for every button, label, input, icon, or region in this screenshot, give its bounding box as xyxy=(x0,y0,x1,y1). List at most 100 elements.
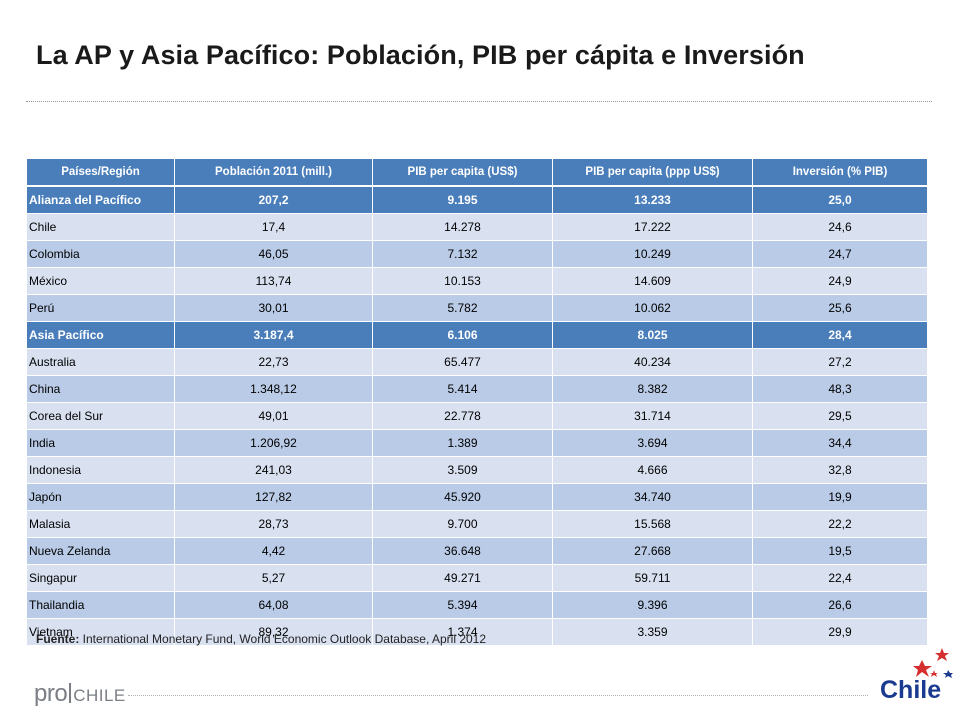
cell-population: 5,27 xyxy=(174,564,373,592)
cell-gdp-ppp: 8.025 xyxy=(552,321,753,349)
chile-brand-logo: Chile xyxy=(876,646,960,720)
cell-country: Nueva Zelanda xyxy=(26,537,175,565)
cell-investment: 25,0 xyxy=(752,185,928,214)
cell-population: 30,01 xyxy=(174,294,373,322)
table-row: Indonesia 241,03 3.509 4.666 32,8 xyxy=(26,456,928,484)
cell-gdp-usd: 1.389 xyxy=(372,429,553,457)
cell-population: 241,03 xyxy=(174,456,373,484)
source-text: International Monetary Fund, World Econo… xyxy=(79,632,487,646)
title-divider xyxy=(26,101,932,102)
cell-gdp-usd: 49.271 xyxy=(372,564,553,592)
cell-gdp-usd: 1.374 xyxy=(372,618,553,646)
cell-investment: 22,2 xyxy=(752,510,928,538)
cell-country: Thailandia xyxy=(26,591,175,619)
cell-gdp-ppp: 10.249 xyxy=(552,240,753,268)
cell-investment: 28,4 xyxy=(752,321,928,349)
cell-country: México xyxy=(26,267,175,295)
cell-investment: 24,6 xyxy=(752,213,928,241)
cell-gdp-usd: 6.106 xyxy=(372,321,553,349)
table-row: Perú 30,01 5.782 10.062 25,6 xyxy=(26,294,928,322)
cell-country: Vietnam xyxy=(26,618,175,646)
table-row: Colombia 46,05 7.132 10.249 24,7 xyxy=(26,240,928,268)
cell-population: 49,01 xyxy=(174,402,373,430)
prochile-logo-chile: CHILE xyxy=(73,686,126,705)
cell-country: Perú xyxy=(26,294,175,322)
cell-population: 1.348,12 xyxy=(174,375,373,403)
cell-country: Australia xyxy=(26,348,175,376)
prochile-logo: pro CHILE xyxy=(34,680,126,710)
cell-population: 1.206,92 xyxy=(174,429,373,457)
cell-population: 127,82 xyxy=(174,483,373,511)
cell-investment: 27,2 xyxy=(752,348,928,376)
cell-country: China xyxy=(26,375,175,403)
cell-country: Alianza del Pacífico xyxy=(26,185,175,214)
cell-population: 64,08 xyxy=(174,591,373,619)
cell-population: 113,74 xyxy=(174,267,373,295)
cell-gdp-ppp: 40.234 xyxy=(552,348,753,376)
cell-gdp-ppp: 15.568 xyxy=(552,510,753,538)
cell-population: 207,2 xyxy=(174,185,373,214)
table-row: Singapur 5,27 49.271 59.711 22,4 xyxy=(26,564,928,592)
cell-investment: 24,7 xyxy=(752,240,928,268)
header-gdp-usd: PIB per capita (US$) xyxy=(372,158,553,187)
cell-gdp-usd: 22.778 xyxy=(372,402,553,430)
table-row: Corea del Sur 49,01 22.778 31.714 29,5 xyxy=(26,402,928,430)
cell-population: 4,42 xyxy=(174,537,373,565)
table-row: Japón 127,82 45.920 34.740 19,9 xyxy=(26,483,928,511)
cell-country: Corea del Sur xyxy=(26,402,175,430)
chile-stars-icon xyxy=(913,648,953,678)
cell-investment: 29,9 xyxy=(752,618,928,646)
data-table: Países/Región Población 2011 (mill.) PIB… xyxy=(26,158,928,646)
table-row: Australia 22,73 65.477 40.234 27,2 xyxy=(26,348,928,376)
cell-investment: 32,8 xyxy=(752,456,928,484)
cell-investment: 25,6 xyxy=(752,294,928,322)
cell-investment: 22,4 xyxy=(752,564,928,592)
header-gdp-ppp: PIB per capita (ppp US$) xyxy=(552,158,753,187)
cell-gdp-usd: 3.509 xyxy=(372,456,553,484)
cell-gdp-ppp: 14.609 xyxy=(552,267,753,295)
cell-gdp-usd: 7.132 xyxy=(372,240,553,268)
source-note: Fuente: International Monetary Fund, Wor… xyxy=(36,632,486,646)
cell-population: 28,73 xyxy=(174,510,373,538)
cell-investment: 48,3 xyxy=(752,375,928,403)
cell-gdp-usd: 65.477 xyxy=(372,348,553,376)
cell-gdp-ppp: 59.711 xyxy=(552,564,753,592)
cell-gdp-usd: 36.648 xyxy=(372,537,553,565)
page-title: La AP y Asia Pacífico: Población, PIB pe… xyxy=(36,40,805,70)
cell-gdp-ppp: 34.740 xyxy=(552,483,753,511)
cell-gdp-ppp: 13.233 xyxy=(552,185,753,214)
cell-country: Malasia xyxy=(26,510,175,538)
table-body: Alianza del Pacífico 207,2 9.195 13.233 25,0… xyxy=(26,185,928,646)
cell-country: Chile xyxy=(26,213,175,241)
cell-gdp-ppp: 3.694 xyxy=(552,429,753,457)
header-country: Países/Región xyxy=(26,158,175,187)
cell-gdp-usd: 5.782 xyxy=(372,294,553,322)
table-row: Thailandia 64,08 5.394 9.396 26,6 xyxy=(26,591,928,619)
cell-country: Indonesia xyxy=(26,456,175,484)
cell-gdp-usd: 9.195 xyxy=(372,185,553,214)
table-group-row: Alianza del Pacífico 207,2 9.195 13.233 25,0 xyxy=(26,185,928,214)
table-row: Chile 17,4 14.278 17.222 24,6 xyxy=(26,213,928,241)
cell-population: 3.187,4 xyxy=(174,321,373,349)
cell-investment: 34,4 xyxy=(752,429,928,457)
cell-investment: 26,6 xyxy=(752,591,928,619)
cell-country: Japón xyxy=(26,483,175,511)
prochile-logo-pro: pro xyxy=(34,680,68,707)
table-group-row: Asia Pacífico 3.187,4 6.106 8.025 28,4 xyxy=(26,321,928,349)
table-row: Vietnam 89,32 1.374 3.359 29,9 xyxy=(26,618,928,646)
cell-investment: 29,5 xyxy=(752,402,928,430)
cell-gdp-ppp: 8.382 xyxy=(552,375,753,403)
cell-gdp-usd: 5.414 xyxy=(372,375,553,403)
cell-gdp-usd: 14.278 xyxy=(372,213,553,241)
cell-population: 46,05 xyxy=(174,240,373,268)
cell-gdp-ppp: 9.396 xyxy=(552,591,753,619)
chile-brand-word: Chile xyxy=(880,676,942,704)
header-population: Población 2011 (mill.) xyxy=(174,158,373,187)
cell-gdp-usd: 5.394 xyxy=(372,591,553,619)
cell-country: India xyxy=(26,429,175,457)
table-row: China 1.348,12 5.414 8.382 48,3 xyxy=(26,375,928,403)
cell-population: 22,73 xyxy=(174,348,373,376)
cell-gdp-ppp: 31.714 xyxy=(552,402,753,430)
header-investment: Inversión (% PIB) xyxy=(752,158,928,187)
cell-country: Asia Pacífico xyxy=(26,321,175,349)
